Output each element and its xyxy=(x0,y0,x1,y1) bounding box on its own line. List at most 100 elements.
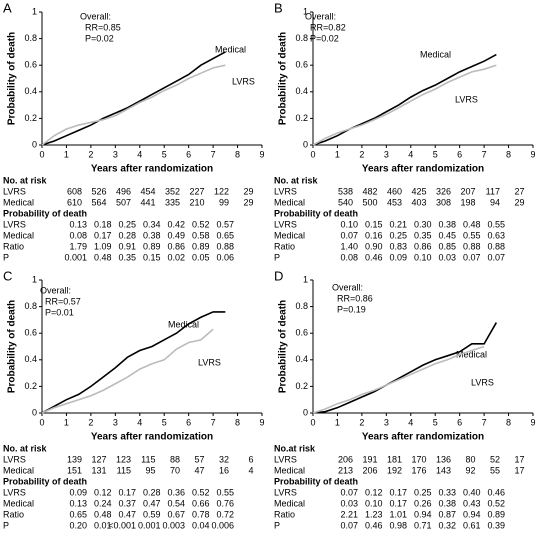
table-cell: 0.24 xyxy=(94,498,112,508)
panel-letter: A xyxy=(3,0,12,15)
x-axis-label: Years after randomization xyxy=(362,432,484,443)
table-title: No. at risk xyxy=(274,175,319,185)
x-tick-label: 5 xyxy=(433,417,438,427)
table-cell: 564 xyxy=(91,197,106,207)
table-cell: 0.07 xyxy=(340,230,358,240)
table-cell: 0.54 xyxy=(167,498,185,508)
table-cell: 0.65 xyxy=(69,509,87,519)
table-cell: 1.79 xyxy=(69,241,87,251)
table-cell: 1.01 xyxy=(389,509,407,519)
table-cell: 0.18 xyxy=(94,219,112,229)
table-cell: 0.55 xyxy=(463,230,481,240)
table-cell: 0.46 xyxy=(365,520,383,530)
y-tick-label: 0.4 xyxy=(24,354,37,364)
x-tick-label: 1 xyxy=(64,417,69,427)
table-cell: 0.001 xyxy=(138,520,161,530)
x-tick-label: 7 xyxy=(482,149,487,159)
table-cell: 0.52 xyxy=(487,498,505,508)
table-cell: 0.98 xyxy=(389,520,407,530)
row-label: Medical xyxy=(3,230,34,240)
x-tick-label: 9 xyxy=(259,149,264,159)
table-cell: 17 xyxy=(514,454,524,464)
x-tick-label: 7 xyxy=(211,417,216,427)
x-tick-label: 6 xyxy=(186,149,191,159)
table-cell: 115 xyxy=(141,454,155,464)
annotation: P=0.01 xyxy=(45,307,74,317)
table-cell: 608 xyxy=(67,186,82,196)
x-tick-label: 3 xyxy=(113,417,118,427)
table-cell: 0.03 xyxy=(438,252,456,262)
curve xyxy=(41,64,226,146)
row-label: Medical xyxy=(274,230,305,240)
table-cell: 0.89 xyxy=(192,241,210,251)
annotation: RR=0.85 xyxy=(85,22,121,32)
table-cell: 0.87 xyxy=(438,509,456,519)
table-cell: 0.12 xyxy=(94,487,112,497)
curve xyxy=(312,322,498,414)
x-tick-label: 4 xyxy=(408,417,413,427)
x-tick-label: 3 xyxy=(384,417,389,427)
y-tick-label: 1 xyxy=(32,6,37,16)
series-label: LVRS xyxy=(471,377,494,387)
row-label: Ratio xyxy=(3,509,24,519)
series-label: Medical xyxy=(168,319,199,329)
table-cell: 1.09 xyxy=(94,241,112,251)
table-cell: 210 xyxy=(189,197,204,207)
table-cell: 0.37 xyxy=(118,498,136,508)
table-cell: 0.25 xyxy=(414,487,432,497)
x-tick-label: 8 xyxy=(235,149,240,159)
annotation: RR=0.82 xyxy=(310,22,346,32)
table-cell: 0.30 xyxy=(414,219,432,229)
y-tick-label: 0 xyxy=(32,407,37,417)
table-cell: 0.55 xyxy=(487,219,505,229)
table-cell: 192 xyxy=(387,465,402,475)
table-cell: 213 xyxy=(338,465,353,475)
table-cell: 453 xyxy=(387,197,402,207)
y-tick-label: 0.4 xyxy=(295,354,308,364)
y-axis-label: Probability of death xyxy=(278,300,289,393)
table-cell: 0.76 xyxy=(216,498,234,508)
table-cell: 170 xyxy=(411,454,426,464)
table-cell: 80 xyxy=(465,454,475,464)
table-cell: 0.43 xyxy=(463,498,481,508)
table-title: Probability of death xyxy=(3,476,87,486)
table-cell: 0.07 xyxy=(340,520,358,530)
table-cell: 139 xyxy=(67,454,82,464)
table-cell: 0.52 xyxy=(192,487,210,497)
table-cell: 16 xyxy=(219,465,229,475)
table-cell: 27 xyxy=(514,186,524,196)
table-cell: 403 xyxy=(411,197,426,207)
table-cell: 0.66 xyxy=(192,498,210,508)
table-title: No. at risk xyxy=(3,175,48,185)
table-cell: 0.20 xyxy=(69,520,87,530)
row-label: LVRS xyxy=(3,219,26,229)
y-tick-label: 0 xyxy=(303,139,308,149)
row-label: Medical xyxy=(274,197,305,207)
table-cell: 0.07 xyxy=(463,252,481,262)
table-cell: 0.25 xyxy=(389,230,407,240)
x-tick-label: 0 xyxy=(39,417,44,427)
table-cell: 0.47 xyxy=(118,509,136,519)
table-cell: 0.08 xyxy=(69,230,87,240)
table-cell: 0.67 xyxy=(167,509,185,519)
x-tick-label: 2 xyxy=(359,417,364,427)
table-cell: 122 xyxy=(214,186,229,196)
table-cell: 0.78 xyxy=(192,509,210,519)
table-title: Probability of death xyxy=(274,476,358,486)
table-cell: 92 xyxy=(465,465,475,475)
x-tick-label: 8 xyxy=(506,149,511,159)
table-cell: 17 xyxy=(514,465,524,475)
table-cell: 181 xyxy=(387,454,402,464)
table-cell: <0.001 xyxy=(108,520,136,530)
annotation: RR=0.86 xyxy=(337,293,373,303)
table-cell: 4 xyxy=(248,465,253,475)
curve xyxy=(41,311,226,414)
table-cell: 308 xyxy=(436,197,451,207)
panel: A 0 0.2 0.4 0.6 0.8 1 0 1 2 3 4 5 6 7 8 9 Years after ran… xyxy=(3,0,265,262)
table-cell: 0.10 xyxy=(340,219,358,229)
table-cell: 1.23 xyxy=(365,509,383,519)
table-cell: 57 xyxy=(194,454,204,464)
table-cell: 0.04 xyxy=(192,520,210,530)
table-cell: 0.52 xyxy=(192,219,210,229)
